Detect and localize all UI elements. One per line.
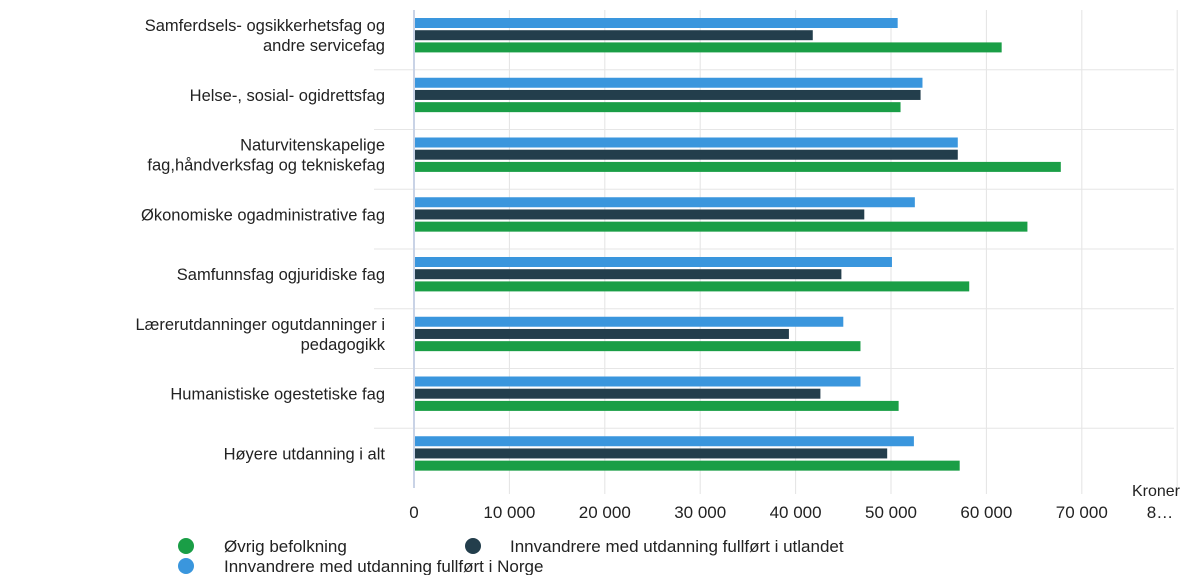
legend-marker [178,538,194,554]
bar [415,77,923,88]
bar [415,257,892,267]
legend-marker [178,558,194,574]
bar [415,89,921,100]
bar [415,149,958,160]
bar [415,388,821,399]
x-tick-labels: 0 10 000 20 000 30 000 40 000 50 000 60 000 70 … [409,503,1173,522]
bar [415,30,813,41]
bar [415,137,958,148]
bar [415,18,898,28]
bar [415,341,861,352]
x-tick-label: 0 [409,503,418,522]
x-axis-unit-label: Kroner [1132,483,1181,500]
bar [415,460,960,471]
x-tick-label: 40 000 [770,503,822,522]
x-tick-label: 30 000 [674,503,726,522]
category-label: Humanistiske ogestetiske fag [170,386,385,404]
bar [415,316,844,327]
category-label: Samfunnsfag ogjuridiske fag [177,266,385,284]
category-label: Lærerutdanninger ogutdanninger i pedagogi… [135,316,385,354]
category-label: Naturvitenskapelige fag,håndverksfag og t… [147,137,385,175]
legend: Øvrig befolkning Innvandrere med utdannin… [178,537,844,576]
category-label: Samferdsels- ogsikkerhetsfag og andre ser… [145,17,385,55]
x-tick-label: 70 000 [1056,503,1108,522]
legend-label: Innvandrere med utdanning fullført i Nor… [224,557,543,575]
bar [415,376,861,387]
x-tick-label: 8… [1147,503,1173,522]
bar [415,102,901,113]
bar [415,328,789,339]
x-tick-label: 50 000 [865,503,917,522]
x-tick-label: 20 000 [579,503,631,522]
bar [415,400,899,411]
bar [415,448,888,459]
bar [415,221,1028,232]
bar [415,281,970,292]
bar [415,209,865,220]
category-label: Helse-, sosial- ogidrettsfag [190,87,385,105]
legend-marker [465,538,481,554]
x-tick-label: 60 000 [960,503,1012,522]
bar [415,197,915,208]
bar [415,436,914,447]
legend-label: Øvrig befolkning [224,537,347,556]
legend-label: Innvandrere med utdanning fullført i utl… [510,537,844,556]
gridlines [374,10,1178,494]
bar [415,269,842,280]
bars [415,18,1061,471]
category-label: Høyere utdanning i alt [224,445,386,463]
x-tick-label: 10 000 [483,503,535,522]
bar [415,42,1002,53]
category-label: Økonomiske ogadministrative fag [141,206,385,224]
category-labels: Samferdsels- ogsikkerhetsfag og andre ser… [135,17,385,463]
bar [415,161,1061,172]
